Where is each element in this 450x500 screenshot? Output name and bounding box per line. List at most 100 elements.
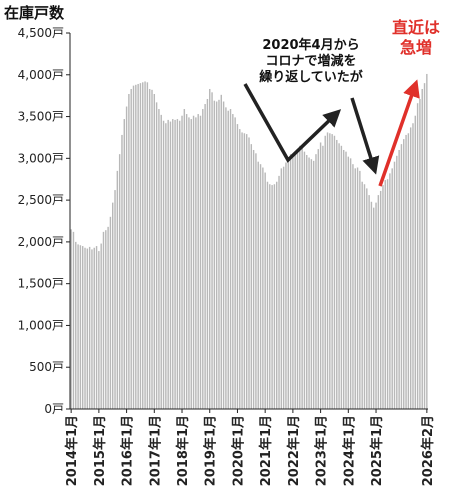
bar	[222, 101, 225, 410]
bar	[257, 161, 259, 409]
bar	[206, 99, 209, 409]
y-tick-label: 2,500戸	[18, 193, 64, 207]
bar	[114, 190, 116, 409]
bar	[342, 149, 345, 410]
bar	[148, 88, 151, 409]
y-tick-label: 3,000戸	[18, 151, 64, 165]
bar	[317, 149, 319, 409]
bar	[276, 181, 278, 409]
bar	[322, 145, 324, 410]
bar	[414, 115, 417, 409]
annotation-line: コロナで増減を	[265, 54, 357, 69]
bar	[266, 181, 269, 409]
bar	[176, 119, 179, 409]
bar	[109, 216, 112, 409]
x-tick-label: 2022年1月	[286, 415, 302, 486]
bar	[225, 107, 227, 410]
bar	[338, 143, 340, 410]
bar	[236, 124, 239, 409]
bar	[255, 153, 257, 409]
bar	[132, 85, 135, 409]
bar	[282, 166, 285, 409]
bar	[377, 195, 380, 409]
bar	[271, 185, 273, 409]
bar	[409, 127, 412, 410]
bar	[121, 134, 123, 409]
bar	[287, 160, 289, 409]
bar	[421, 88, 423, 409]
bar	[407, 133, 410, 409]
bar	[118, 154, 121, 409]
y-axis-title: 在庫戸数	[4, 4, 65, 22]
bar	[250, 144, 253, 409]
bar	[373, 207, 375, 409]
x-tick-label: 2026年2月	[420, 415, 436, 486]
y-tick-label: 500戸	[29, 360, 64, 374]
bar	[137, 83, 139, 409]
bar	[308, 157, 310, 409]
bar	[70, 229, 72, 409]
bar	[419, 99, 421, 409]
bar	[139, 83, 142, 409]
y-tick-label: 0戸	[44, 402, 64, 416]
annotation-covid: 2020年4月から コロナで増減を 繰り返していたが	[236, 38, 386, 86]
bar	[292, 154, 294, 409]
annotation-arrows	[243, 79, 420, 187]
bar	[88, 246, 91, 409]
bar	[379, 190, 382, 409]
y-tick-label: 1,000戸	[18, 318, 64, 332]
bar	[160, 114, 162, 409]
bar	[382, 185, 384, 409]
x-tick-label: 2023年1月	[314, 415, 330, 486]
y-tick-label: 2,000戸	[18, 235, 64, 249]
bar	[98, 251, 100, 409]
bar	[142, 82, 144, 410]
bar	[102, 231, 105, 409]
bar	[312, 160, 315, 409]
bar	[315, 154, 317, 409]
bar	[363, 184, 366, 409]
bar	[333, 135, 336, 409]
bar	[285, 162, 287, 409]
bar	[303, 151, 306, 409]
bar	[278, 175, 280, 409]
annotation-line: 直近は	[391, 18, 440, 37]
bar	[324, 135, 326, 409]
bar	[252, 149, 255, 410]
bar	[192, 115, 195, 409]
x-tick-label: 2020年1月	[231, 415, 247, 486]
bar	[72, 231, 75, 409]
bar	[234, 117, 236, 409]
bar	[178, 120, 181, 409]
bar	[398, 149, 400, 410]
bar	[306, 154, 308, 409]
bar	[396, 155, 398, 409]
bar	[135, 84, 137, 410]
bar	[172, 119, 174, 409]
bar	[400, 144, 403, 409]
bar	[262, 167, 264, 409]
bar	[391, 168, 393, 409]
x-tick-label: 2015年1月	[92, 415, 108, 486]
bar	[349, 158, 352, 409]
bar	[384, 180, 386, 409]
bar	[185, 114, 188, 410]
bar	[354, 168, 356, 409]
bar	[280, 168, 283, 409]
bar	[347, 156, 350, 409]
bar	[370, 201, 373, 409]
bar	[389, 173, 391, 409]
bar	[158, 109, 160, 409]
bar	[296, 149, 299, 409]
bar	[356, 167, 359, 409]
bar	[416, 103, 419, 409]
bar	[412, 123, 414, 410]
bar	[151, 89, 153, 409]
bar	[393, 161, 396, 409]
bar	[264, 172, 266, 409]
x-tick-label: 2024年1月	[341, 415, 357, 486]
bar	[426, 73, 428, 409]
x-tick-label: 2019年1月	[203, 415, 219, 486]
y-tick-label: 3,500戸	[18, 110, 64, 124]
